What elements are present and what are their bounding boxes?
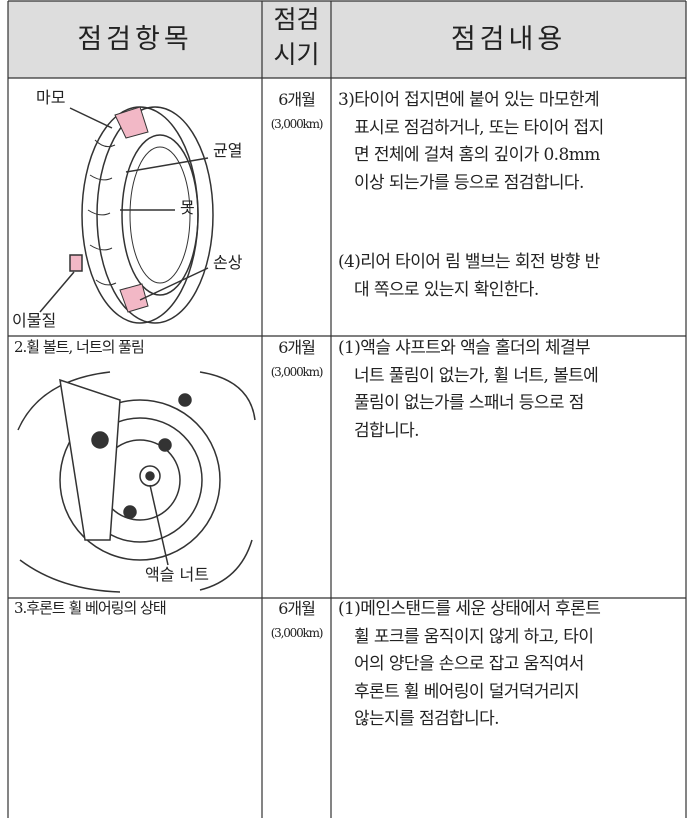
content-line: (1)액슬 샤프트와 액슬 홀더의 체결부 — [338, 338, 591, 358]
header-background — [8, 1, 686, 78]
arrow — [69, 107, 113, 129]
bolt — [123, 505, 137, 519]
bolt — [91, 431, 109, 449]
wheel-illustration — [17, 371, 256, 593]
period: 6개월 — [278, 90, 316, 109]
tire — [59, 399, 221, 561]
debris — [69, 254, 83, 272]
figure-label: 손상 — [213, 253, 243, 272]
tire-rim-inner — [129, 146, 191, 284]
period-distance: (3,000km) — [270, 626, 324, 640]
content-line: 풀림이 없는가를 스패너 등으로 점 — [354, 393, 584, 414]
item: 2.휠 볼트, 너트의 풀림 — [14, 338, 145, 356]
period-distance: (3,000km) — [270, 365, 324, 379]
content-line: 후론트 휠 베어링이 덜거덕거리지 — [354, 681, 580, 702]
content-line: 않는지를 점검합니다. — [354, 709, 500, 730]
content-line: 대 쪽으로 있는지 확인한다. — [354, 279, 539, 300]
content-line: 검합니다. — [354, 420, 420, 441]
period-distance: (3,000km) — [270, 117, 324, 131]
arrow — [39, 271, 75, 313]
figure-label: 마모 — [36, 88, 66, 107]
arrow — [125, 157, 209, 173]
grid — [7, 0, 687, 818]
content-line: 너트 풀림이 없는가, 휠 너트, 볼트에 — [354, 365, 599, 386]
wear-mark — [114, 106, 149, 139]
arrow — [149, 484, 169, 566]
figure-label: 이물질 — [12, 311, 57, 330]
tire-illustration — [39, 106, 214, 324]
fender — [17, 371, 256, 593]
bolt — [158, 438, 172, 452]
header-cell: 시기 — [273, 40, 320, 69]
content-line: 3)타이어 접지면에 붙어 있는 마모한계 — [338, 90, 600, 110]
tire-rim — [121, 134, 199, 296]
content-line: 어의 양단을 손으로 잡고 움직여서 — [354, 654, 584, 675]
content-line: 휠 포크를 움직이지 않게 하고, 타이 — [354, 626, 594, 647]
bolt — [178, 393, 192, 407]
header-cell: 점검 — [273, 5, 320, 34]
figure-label: 균열 — [213, 141, 243, 160]
figure-label: 못 — [180, 198, 195, 217]
tread — [87, 139, 117, 286]
content-line: (1)메인스탠드를 세운 상태에서 후론트 — [338, 599, 601, 619]
period: 6개월 — [278, 338, 316, 357]
header-cell: 점검내용 — [450, 24, 567, 55]
fork — [59, 378, 121, 541]
damage-mark — [119, 283, 149, 313]
axle-nut — [145, 471, 155, 481]
arrow — [139, 267, 209, 301]
item: 3.후론트 휠 베어링의 상태 — [14, 599, 167, 617]
period: 6개월 — [278, 599, 316, 618]
figure-label: 액슬 너트 — [145, 565, 209, 584]
header-cell: 점검항목 — [77, 24, 193, 55]
content-line: 이상 되는가를 등으로 점검합니다. — [354, 172, 584, 193]
content-line: 표시로 점검하거나, 또는 타이어 접지 — [354, 117, 604, 138]
tire-side — [96, 106, 214, 324]
content-line: 면 전체에 걸쳐 홈의 깊이가 0.8mm — [354, 145, 600, 166]
content-line: (4)리어 타이어 림 밸브는 회전 방향 반 — [338, 252, 600, 272]
